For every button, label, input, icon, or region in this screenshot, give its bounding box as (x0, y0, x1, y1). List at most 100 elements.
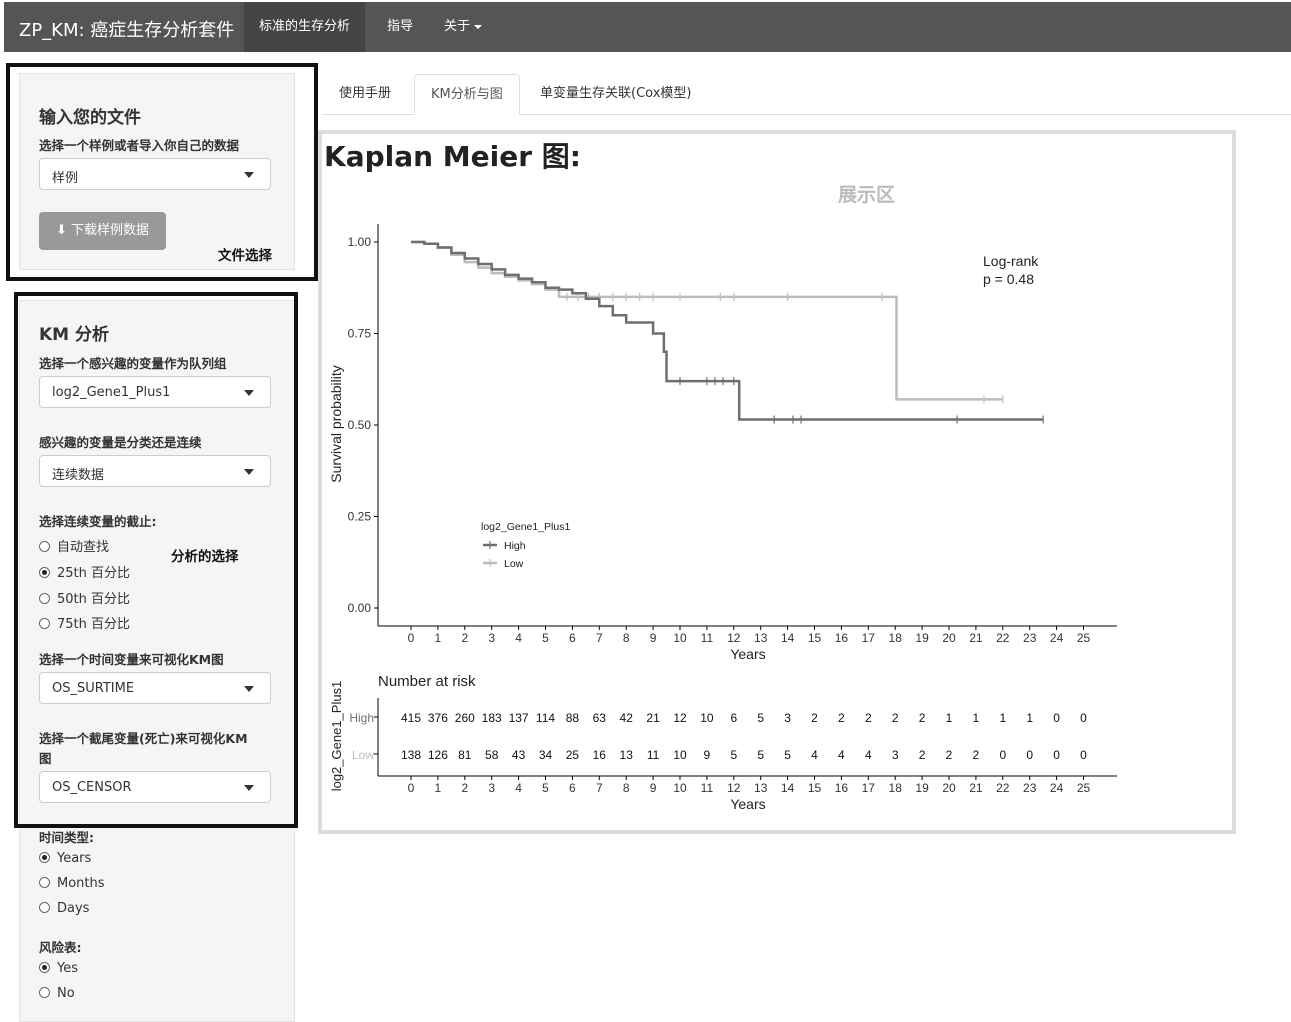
x-tick-label: 21 (969, 631, 983, 645)
cutoff-option-label: 50th 百分比 (57, 592, 131, 607)
file-selection-frame (6, 63, 318, 281)
legend-label-high: High (504, 540, 526, 552)
radio-on-icon (39, 962, 50, 973)
x-tick-label: 23 (1023, 631, 1037, 645)
risk-count: 2 (973, 748, 980, 762)
risk-count: 13 (620, 748, 634, 762)
cutoff-label: 选择连续变量的截止: (39, 514, 157, 529)
risk-count: 0 (999, 748, 1006, 762)
dataset-select[interactable]: 样例 (39, 158, 271, 190)
risk-count: 1 (946, 711, 953, 725)
var-type-value: 连续数据 (52, 468, 105, 483)
risk-x-tick-label: 9 (650, 781, 657, 795)
x-tick-label: 18 (889, 631, 903, 645)
cutoff-radio-auto[interactable]: 自动查找 (39, 536, 109, 555)
risk-x-tick-label: 6 (569, 781, 576, 795)
risk-count: 12 (673, 711, 687, 725)
radio-off-icon (39, 593, 50, 604)
var-type-select[interactable]: 连续数据 (39, 455, 271, 487)
tab-cox-model[interactable]: 单变量生存关联(Cox模型) (540, 86, 692, 101)
nav-about-dropdown[interactable]: 关于 (429, 2, 497, 52)
risk-count: 138 (401, 748, 421, 762)
dataset-select-value: 样例 (52, 171, 79, 186)
risk-count: 260 (455, 711, 475, 725)
nav-guide[interactable]: 指导 (387, 19, 414, 34)
cutoff-radio-50th[interactable]: 50th 百分比 (39, 588, 130, 607)
x-tick-label: 9 (650, 631, 657, 645)
risk-table-radio-no[interactable]: No (39, 986, 75, 1001)
analysis-selection-frame (14, 292, 298, 828)
survival-curve-high (411, 240, 1044, 421)
tab-km-analysis[interactable]: KM分析与图 (414, 74, 520, 115)
file-panel-title: 输入您的文件 (39, 108, 141, 128)
time-var-label: 选择一个时间变量来可视化KM图 (39, 652, 224, 667)
risk-count: 43 (512, 748, 526, 762)
x-tick-label: 19 (915, 631, 929, 645)
risk-count: 1 (999, 711, 1006, 725)
radio-off-icon (39, 987, 50, 998)
display-area-annotation: 展示区 (838, 184, 896, 206)
risk-count: 2 (946, 748, 953, 762)
time-var-select[interactable]: OS_SURTIME (39, 672, 271, 704)
x-tick-label: 16 (835, 631, 849, 645)
nav-about-label: 关于 (444, 19, 471, 34)
cutoff-option-label: 75th 百分比 (57, 617, 131, 632)
survival-curve-low (411, 240, 1003, 401)
x-tick-label: 8 (623, 631, 630, 645)
risk-count: 34 (539, 748, 553, 762)
risk-x-tick-label: 21 (969, 781, 983, 795)
risk-count: 0 (1080, 748, 1087, 762)
download-sample-button[interactable]: ⬇ 下载样例数据 (39, 212, 166, 250)
risk-count: 415 (401, 711, 421, 725)
chevron-down-icon (244, 686, 254, 692)
app-brand[interactable]: ZP_KM: 癌症生存分析套件 (19, 20, 235, 41)
cutoff-radio-75th[interactable]: 75th 百分比 (39, 613, 130, 632)
chevron-down-icon (244, 785, 254, 791)
time-type-option-label: Days (57, 901, 90, 916)
risk-row-label-high: High (349, 711, 374, 725)
risk-x-tick-label: 16 (835, 781, 849, 795)
cutoff-radio-25th[interactable]: 25th 百分比 (39, 562, 130, 581)
nav-standard-survival[interactable]: 标准的生存分析 (244, 2, 366, 52)
x-tick-label: 10 (673, 631, 687, 645)
chevron-down-icon (244, 469, 254, 475)
risk-table-title: Number at risk (378, 673, 476, 690)
risk-x-tick-label: 19 (915, 781, 929, 795)
x-tick-label: 12 (727, 631, 741, 645)
x-tick-label: 25 (1077, 631, 1091, 645)
var-type-label: 感兴趣的变量是分类还是连续 (39, 435, 202, 450)
risk-x-tick-label: 18 (889, 781, 903, 795)
km-panel-title: KM 分析 (39, 325, 110, 345)
time-type-radio-years[interactable]: Years (39, 851, 91, 866)
risk-count: 0 (1026, 748, 1033, 762)
logrank-label: Log-rank (983, 253, 1039, 269)
group-var-select[interactable]: log2_Gene1_Plus1 (39, 376, 271, 408)
time-var-value: OS_SURTIME (52, 681, 135, 696)
risk-x-tick-label: 24 (1050, 781, 1064, 795)
censor-var-select[interactable]: OS_CENSOR (39, 771, 271, 803)
risk-x-tick-label: 20 (942, 781, 956, 795)
risk-count: 114 (536, 711, 555, 725)
risk-count: 25 (566, 748, 580, 762)
risk-count: 2 (865, 711, 872, 725)
tab-manual[interactable]: 使用手册 (339, 86, 392, 101)
censor-var-value: OS_CENSOR (52, 780, 132, 795)
risk-count: 183 (482, 711, 502, 725)
y-axis-label: Survival probability (328, 365, 344, 483)
risk-count: 2 (919, 748, 926, 762)
legend-title: log2_Gene1_Plus1 (481, 521, 570, 533)
risk-x-tick-label: 2 (461, 781, 468, 795)
risk-x-tick-label: 25 (1077, 781, 1091, 795)
y-tick-label: 0.25 (348, 510, 372, 524)
risk-table-radio-yes[interactable]: Yes (39, 961, 78, 976)
x-tick-label: 24 (1050, 631, 1064, 645)
y-tick-label: 0.75 (348, 327, 372, 341)
time-type-radio-months[interactable]: Months (39, 876, 105, 891)
risk-count: 2 (919, 711, 926, 725)
time-type-radio-days[interactable]: Days (39, 901, 89, 916)
risk-count: 1 (1026, 711, 1033, 725)
risk-count: 6 (730, 711, 737, 725)
x-tick-label: 7 (596, 631, 603, 645)
risk-x-tick-label: 14 (781, 781, 795, 795)
